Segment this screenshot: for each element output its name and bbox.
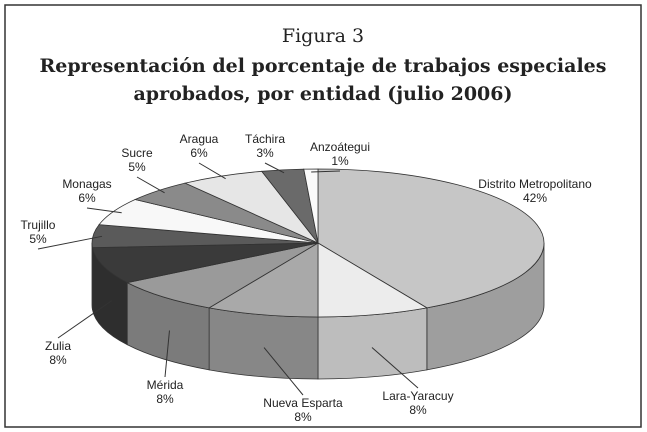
chart-title: Figura 3: [282, 25, 364, 47]
slice: [125, 242, 319, 309]
slice-label: Táchira: [245, 132, 285, 146]
slice: [91, 242, 319, 284]
leader-line: [198, 162, 226, 180]
slice-value-label: 5%: [29, 232, 47, 246]
slice: [207, 242, 319, 318]
slice-label: Lara-Yaracuy: [382, 389, 453, 403]
leader-line: [371, 347, 419, 389]
slice-label: Aragua: [180, 132, 219, 146]
slice-label: Mérida: [147, 378, 184, 392]
slice-label: Trujillo: [21, 218, 56, 232]
slice-value-label: 6%: [78, 191, 96, 205]
leader-line: [264, 162, 285, 174]
slice-label: Distrito Metropolitano: [478, 177, 592, 191]
slice-value-label: 8%: [409, 403, 427, 417]
slice-value-label: 8%: [294, 410, 312, 424]
slice-label: Zulia: [45, 339, 71, 353]
slice-value-label: 1%: [331, 154, 349, 168]
leader-line: [164, 330, 170, 378]
slice-value-label: 5%: [128, 160, 146, 174]
slice-side: [317, 307, 428, 380]
leader-line: [311, 170, 341, 173]
leader-line: [263, 347, 304, 396]
slice: [317, 168, 545, 309]
leader-line: [136, 176, 165, 194]
slice-value-label: 42%: [523, 191, 547, 205]
slice-value-label: 8%: [49, 353, 67, 367]
slice-side: [208, 307, 319, 380]
figure-frame: [4, 4, 642, 428]
slice: [317, 242, 429, 318]
slice-value-label: 8%: [156, 392, 174, 406]
slice-value-label: 3%: [256, 146, 274, 160]
leader-line: [37, 235, 103, 250]
slice: [303, 168, 319, 244]
leader-line: [57, 300, 112, 339]
chart-subtitle: Representación del porcentaje de trabajo…: [40, 55, 607, 105]
leader-line: [86, 207, 122, 214]
slice-label: Anzoátegui: [310, 140, 370, 154]
slice-label: Sucre: [121, 146, 153, 160]
slice-label: Nueva Esparta: [263, 396, 343, 410]
slice-label: Monagas: [62, 177, 111, 191]
slice-value-label: 6%: [190, 146, 208, 160]
